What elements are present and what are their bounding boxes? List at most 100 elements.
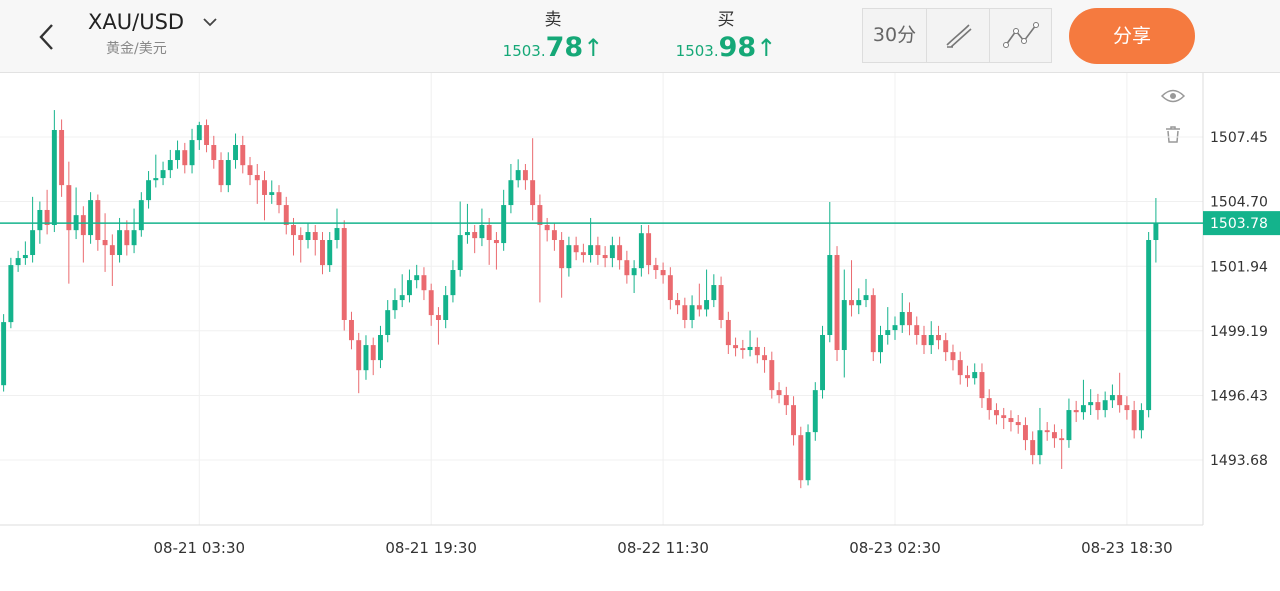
candle-body	[88, 200, 94, 236]
candle-body	[349, 319, 354, 341]
last-price-tag	[1203, 211, 1280, 236]
candle-body	[182, 150, 188, 166]
sell-label: 卖	[544, 10, 562, 30]
candle-body	[660, 270, 666, 276]
candle-body	[305, 232, 311, 241]
candle-body	[450, 270, 456, 296]
candle-body	[791, 405, 797, 436]
candle-body	[254, 175, 260, 181]
candle-body	[682, 305, 688, 320]
candle-body	[385, 310, 391, 336]
candle-body	[624, 260, 630, 276]
candle-body	[551, 230, 557, 241]
candle-body	[435, 315, 441, 320]
candle-body	[443, 295, 449, 320]
eye-icon[interactable]	[1160, 89, 1186, 103]
buy-price: 1503.98↑	[656, 32, 796, 63]
candle-body	[160, 170, 166, 179]
candle-body	[899, 312, 905, 326]
symbol-subtitle: 黄金/美元	[106, 41, 167, 57]
last-price-label: 1503.78	[1210, 216, 1268, 232]
arrow: ↑	[583, 34, 604, 62]
candle-body	[972, 372, 978, 379]
y-tick-label: 1493.68	[1210, 453, 1268, 469]
sell-price: 1503.78↑	[483, 32, 623, 63]
candle-body	[1131, 410, 1137, 431]
candle-body	[8, 265, 14, 323]
candle-body	[363, 345, 369, 371]
x-tick-label: 08-23 02:30	[849, 539, 941, 557]
header: XAU/USD 黄金/美元 卖 1503.78↑ 买 1503.98↑ 30分 …	[0, 0, 1280, 73]
candle-body	[196, 125, 202, 141]
candle-body	[921, 335, 927, 346]
candle-body	[979, 372, 985, 399]
candle-body	[588, 245, 594, 256]
candle-body	[928, 335, 934, 346]
candle-body	[1146, 240, 1152, 411]
candle-body	[907, 312, 912, 326]
candle-body	[573, 245, 579, 253]
candle-body	[218, 160, 224, 186]
candle-body	[320, 240, 325, 266]
candle-body	[298, 235, 304, 241]
dropdown-icon[interactable]	[202, 16, 218, 28]
candle-body	[805, 432, 811, 481]
candle-body	[247, 165, 253, 176]
candle-body	[95, 200, 101, 241]
candle-body	[399, 295, 405, 301]
arrow: ↑	[756, 34, 777, 62]
candle-body	[747, 346, 753, 351]
candle-body	[51, 129, 57, 225]
buy-label: 买	[717, 10, 735, 30]
candle-body	[1015, 422, 1021, 426]
candle-body	[740, 348, 746, 351]
candle-body	[863, 295, 869, 301]
delete-icon[interactable]	[1166, 126, 1180, 143]
candle-body	[696, 305, 702, 310]
candle-body	[146, 180, 152, 201]
candle-body	[776, 390, 782, 396]
candle-body	[312, 232, 318, 241]
chart: 1507.45 1504.70 1501.94 1499.19 1496.43 1493.…	[0, 73, 1280, 557]
candle-body	[501, 205, 507, 244]
y-tick-label: 1501.94	[1210, 259, 1268, 275]
candle-body	[59, 129, 65, 186]
candle-body	[189, 140, 195, 166]
candle-body	[153, 178, 159, 181]
candle-body	[675, 300, 681, 306]
candle-body	[783, 395, 789, 406]
back-button[interactable]	[34, 22, 58, 52]
candle-body	[870, 295, 876, 353]
candle-body	[124, 230, 130, 246]
candle-body	[1030, 440, 1036, 456]
candle-body	[704, 300, 710, 310]
candle-body	[334, 228, 340, 241]
candle-body	[1066, 410, 1072, 441]
candle-body	[1059, 438, 1065, 441]
candle-body	[1044, 430, 1050, 433]
candle-body	[856, 300, 862, 306]
draw-button[interactable]	[927, 9, 990, 62]
candle-body	[711, 285, 717, 301]
candle-body	[733, 345, 739, 349]
candle-body	[204, 125, 210, 146]
candle-body	[559, 240, 565, 269]
candle-body	[283, 205, 289, 225]
candle-body	[1008, 418, 1014, 423]
indicator-button[interactable]	[990, 9, 1053, 62]
candle-body	[508, 180, 514, 206]
candle-body	[1109, 395, 1115, 401]
candle-body	[233, 145, 238, 161]
interval-button[interactable]: 30分	[863, 9, 927, 62]
candle-body	[356, 340, 362, 371]
symbol[interactable]: XAU/USD	[88, 10, 185, 34]
candle-body	[718, 285, 724, 320]
candle-body	[30, 230, 36, 256]
share-button[interactable]: 分享	[1069, 8, 1195, 64]
candle-body	[22, 255, 28, 259]
candle-body	[37, 209, 43, 231]
candle-body	[1102, 400, 1108, 411]
candle-body	[653, 265, 659, 271]
candle-body	[602, 255, 608, 259]
